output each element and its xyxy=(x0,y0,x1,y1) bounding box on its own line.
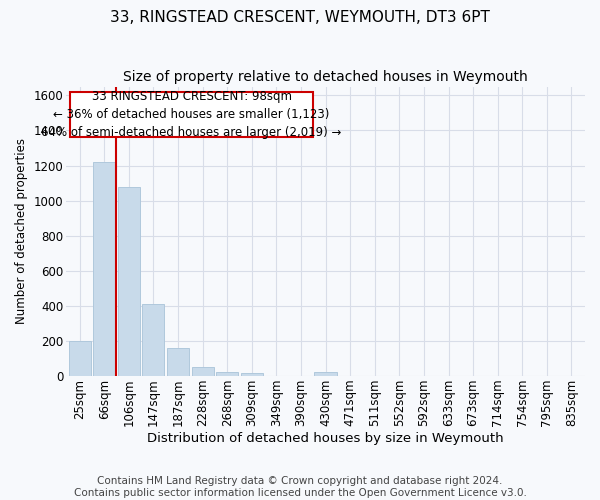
Bar xyxy=(241,372,263,376)
Bar xyxy=(118,188,140,376)
Bar xyxy=(68,341,91,376)
Text: 33 RINGSTEAD CRESCENT: 98sqm
← 36% of detached houses are smaller (1,123)
64% of: 33 RINGSTEAD CRESCENT: 98sqm ← 36% of de… xyxy=(41,90,341,139)
Bar xyxy=(216,372,238,376)
Bar xyxy=(167,348,189,376)
Text: Contains HM Land Registry data © Crown copyright and database right 2024.
Contai: Contains HM Land Registry data © Crown c… xyxy=(74,476,526,498)
Text: 33, RINGSTEAD CRESCENT, WEYMOUTH, DT3 6PT: 33, RINGSTEAD CRESCENT, WEYMOUTH, DT3 6P… xyxy=(110,10,490,25)
Y-axis label: Number of detached properties: Number of detached properties xyxy=(15,138,28,324)
FancyBboxPatch shape xyxy=(70,92,313,138)
Title: Size of property relative to detached houses in Weymouth: Size of property relative to detached ho… xyxy=(123,70,528,84)
Bar xyxy=(142,304,164,376)
X-axis label: Distribution of detached houses by size in Weymouth: Distribution of detached houses by size … xyxy=(147,432,504,445)
Bar xyxy=(93,162,115,376)
Bar xyxy=(314,372,337,376)
Bar xyxy=(191,368,214,376)
